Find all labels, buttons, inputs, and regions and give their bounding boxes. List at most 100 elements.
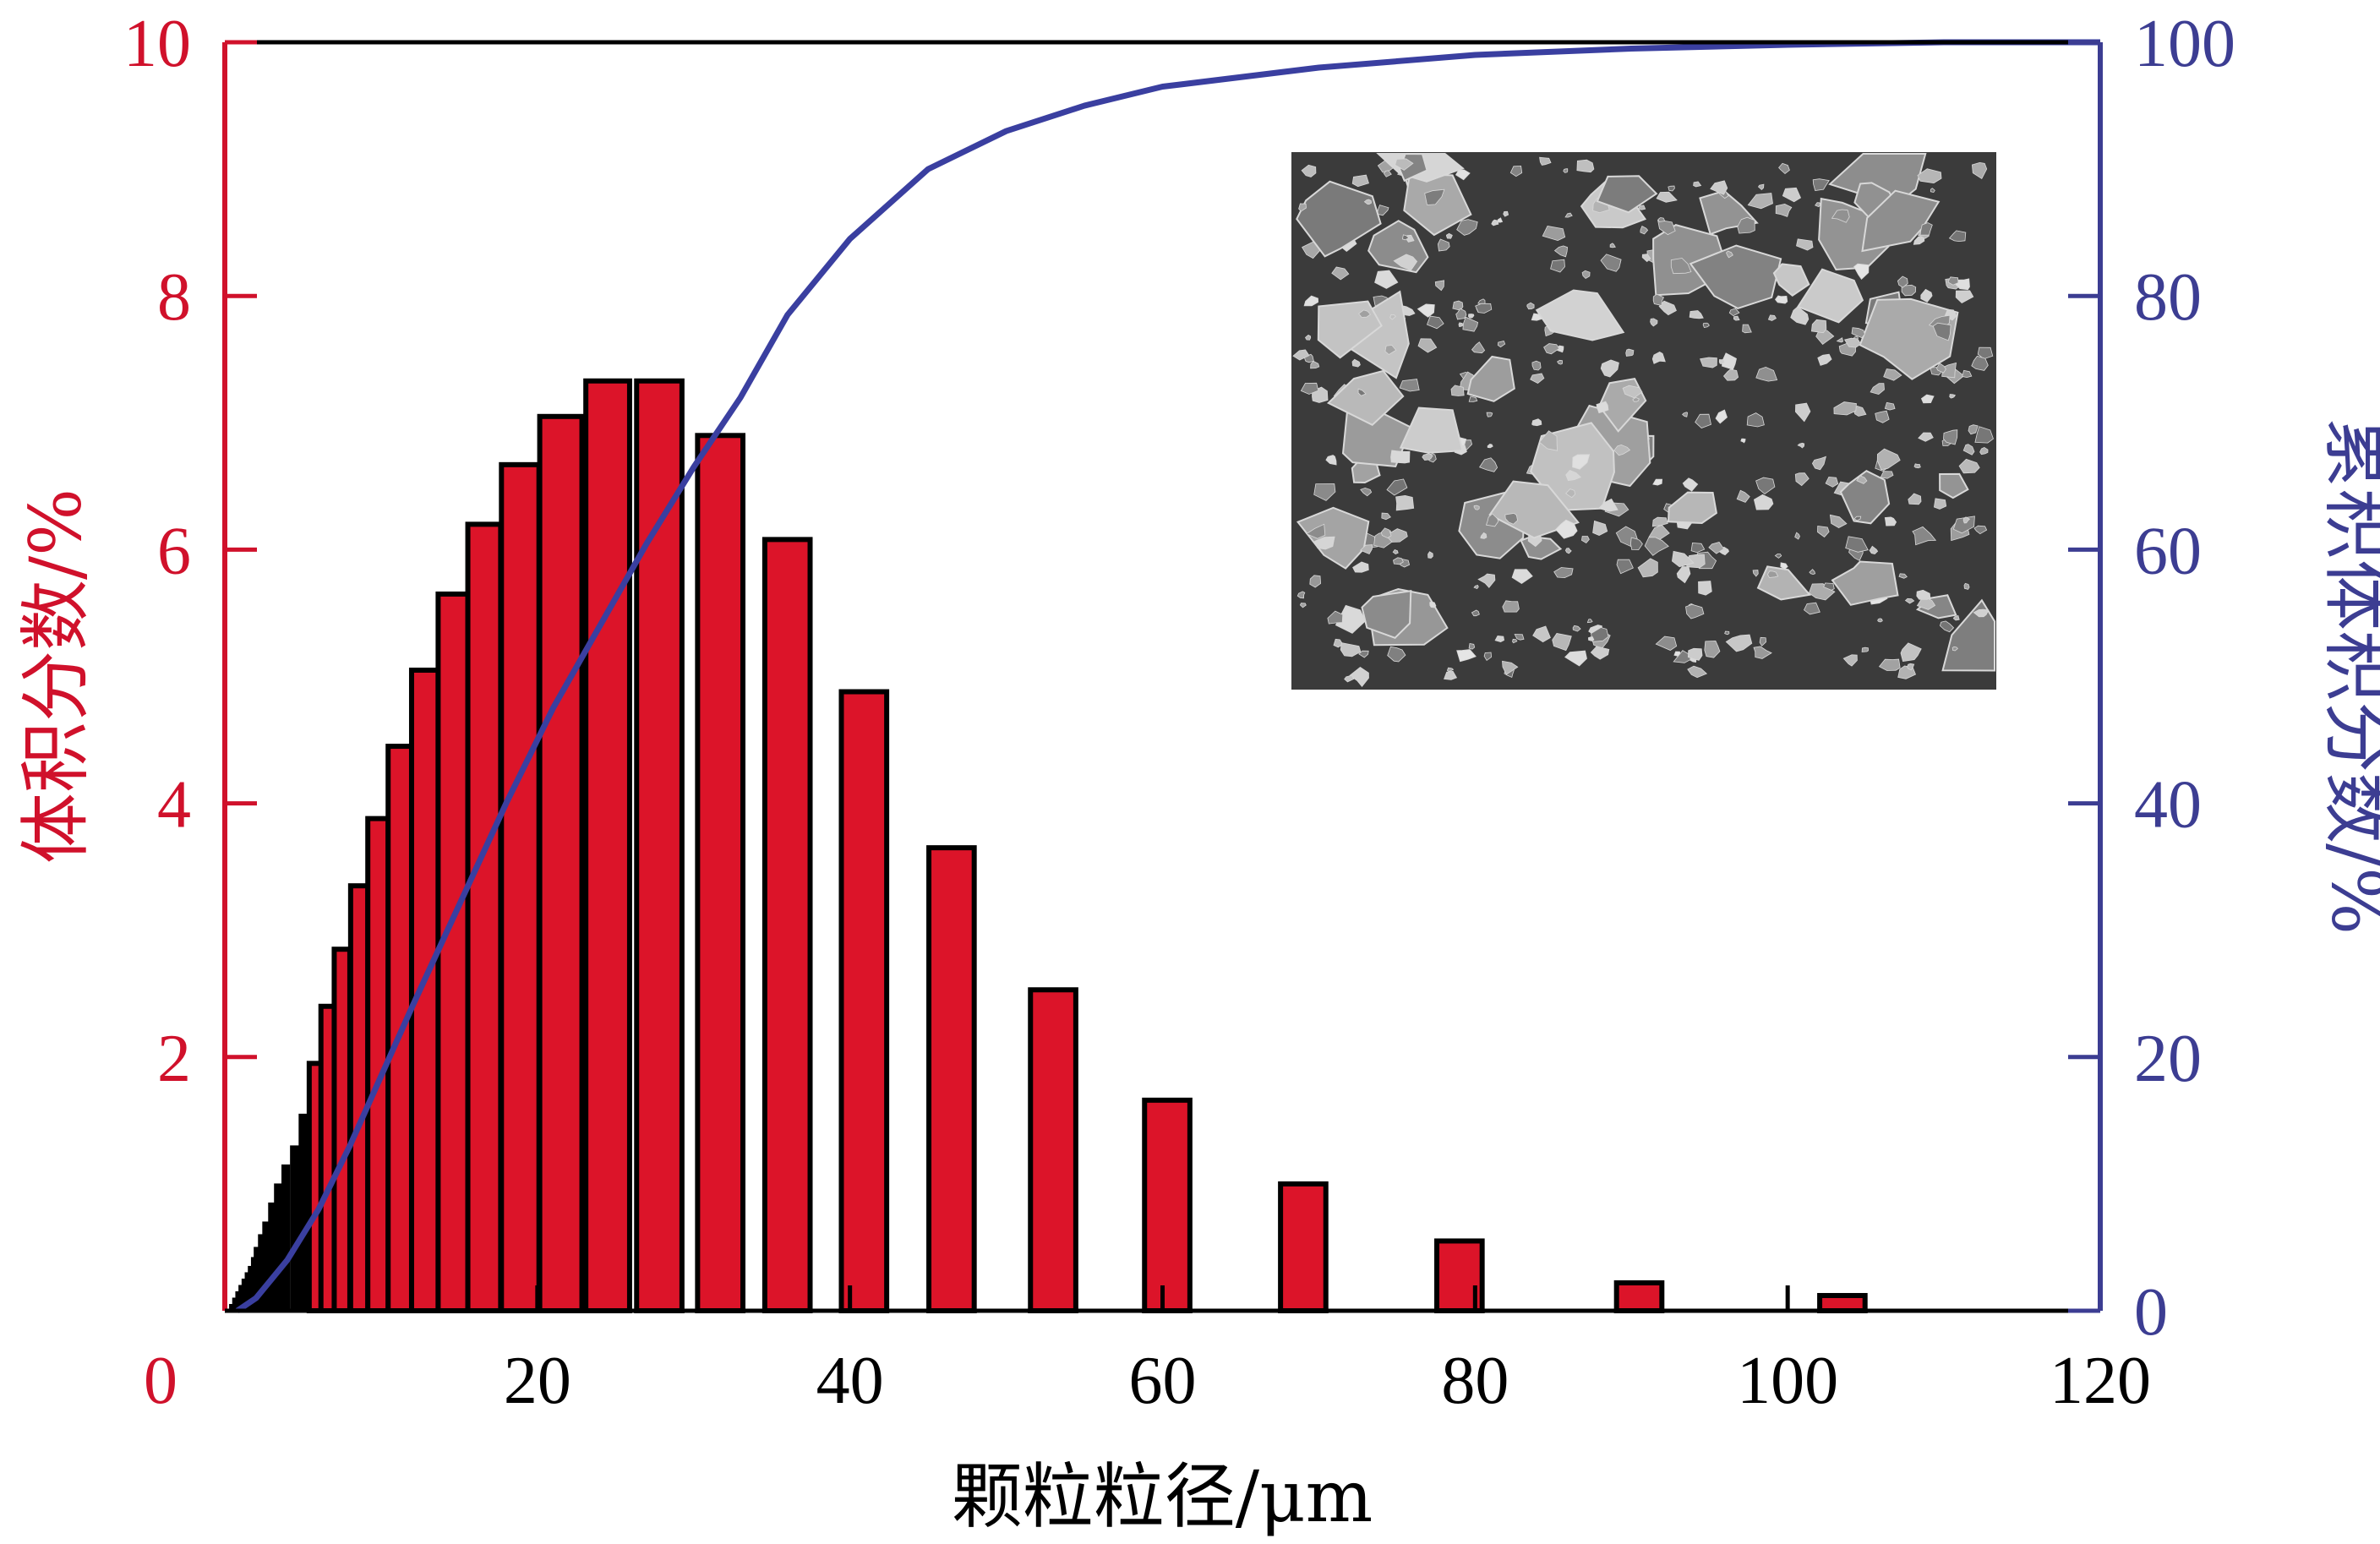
sem-particle [1298, 203, 1307, 212]
sem-particle [1485, 513, 1499, 527]
y-left-tick-label: 2 [157, 1022, 191, 1096]
sem-particle [1467, 314, 1475, 319]
sem-particle [1477, 573, 1496, 588]
sem-particle [1572, 454, 1591, 470]
cumulative-curve [235, 39, 2100, 1313]
sem-particle [1845, 536, 1869, 553]
sem-particle [1652, 293, 1665, 306]
sem-particle [1968, 424, 1979, 435]
sem-particle [1947, 276, 1959, 286]
sem-particle [1917, 168, 1942, 184]
bar-series [229, 378, 1868, 1314]
bar [281, 1164, 291, 1312]
bar [268, 1202, 276, 1312]
sem-particle [1581, 270, 1591, 279]
sem-particle [1650, 318, 1658, 327]
sem-particle [1596, 401, 1609, 414]
sem-particle [1351, 174, 1370, 188]
sem-particle [1870, 383, 1885, 396]
sem-particle [1427, 551, 1433, 559]
y-right-tick-label: 20 [2134, 1022, 2202, 1096]
sem-particle [1542, 226, 1566, 242]
sem-particle [1794, 532, 1800, 540]
sem-particle [1640, 226, 1649, 235]
sem-particle [1491, 219, 1499, 226]
sem-particle [1676, 566, 1691, 584]
sem-particle [1468, 643, 1476, 650]
sem-particle [1531, 418, 1542, 427]
sem-particle [1667, 491, 1717, 525]
sem-particle [1687, 647, 1703, 661]
sem-particle [1526, 302, 1535, 310]
sem-particle [1538, 430, 1558, 451]
sem-particle [1884, 401, 1896, 411]
sem-particle [1794, 402, 1811, 423]
sem-particle [1399, 406, 1464, 454]
sem-particle [1456, 649, 1477, 663]
bar [408, 667, 441, 1313]
sem-particle [1530, 373, 1545, 384]
sem-particle [1576, 159, 1595, 173]
sem-particle [1736, 489, 1750, 503]
sem-particle [1313, 483, 1336, 501]
x-tick-label: 0 [144, 1344, 177, 1418]
sem-particle [1656, 191, 1678, 203]
sem-particle [1641, 254, 1651, 263]
sem-particle [1352, 561, 1369, 573]
sem-particle [1504, 512, 1519, 525]
sem-particle [1471, 341, 1486, 354]
sem-particle [1952, 516, 1975, 534]
sem-particle [1810, 319, 1827, 334]
sem-particle [1333, 638, 1344, 648]
sem-particle [1565, 470, 1581, 482]
sem-particle [1747, 193, 1773, 210]
sem-particle [1708, 542, 1725, 554]
sem-particle [1555, 519, 1578, 539]
sem-particle [1417, 338, 1438, 353]
x-tick-label: 80 [1441, 1344, 1509, 1418]
sem-particle [1296, 591, 1306, 599]
sem-particle [1377, 205, 1389, 216]
bar [1278, 1181, 1329, 1314]
sem-particle [1652, 478, 1663, 486]
sem-particle [1962, 516, 1971, 524]
sem-particle [1429, 601, 1437, 608]
sem-particle [1797, 442, 1805, 449]
sem-particle [1494, 635, 1505, 643]
x-tick-label: 40 [816, 1344, 884, 1418]
sem-particle [1856, 475, 1868, 484]
bar [634, 378, 685, 1314]
sem-particle [1698, 581, 1712, 596]
y-right-tick-label: 60 [2134, 514, 2202, 588]
sem-particle [1958, 458, 1980, 474]
bar [1613, 1279, 1665, 1314]
sem-particle [1752, 570, 1759, 577]
sem-particle [1836, 337, 1844, 343]
sem-particle [1920, 288, 1933, 303]
sem-particle [1766, 570, 1779, 578]
sem-particle [1426, 315, 1444, 330]
sem-particle [1487, 443, 1493, 449]
sem-particle [1790, 306, 1810, 325]
sem-particle [1509, 165, 1523, 177]
sem-particle [1733, 315, 1740, 321]
sem-particle [1774, 553, 1782, 559]
sem-particle [1344, 674, 1355, 683]
x-tick-label: 120 [2050, 1344, 2151, 1418]
sem-particle [1935, 363, 1946, 374]
sem-particle [1842, 654, 1858, 667]
bar [761, 537, 813, 1313]
sem-particle [1590, 646, 1610, 660]
sem-particle [1685, 603, 1705, 619]
sem-particle [1718, 359, 1725, 364]
sem-particle [1455, 169, 1471, 181]
sem-particle [1755, 366, 1778, 382]
sem-particle [1486, 412, 1493, 417]
y-left-tick-label: 4 [157, 768, 191, 843]
sem-particle [1775, 203, 1793, 217]
sem-particle [1901, 284, 1917, 297]
sem-particle [1916, 589, 1931, 600]
sem-particle [1497, 341, 1506, 348]
sem-particle [1401, 234, 1410, 241]
